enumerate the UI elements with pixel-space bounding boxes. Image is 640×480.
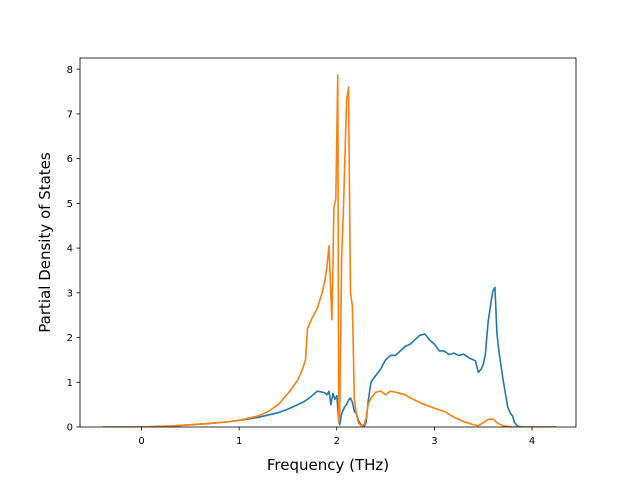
y-tick-label: 6 — [67, 154, 73, 165]
series-line-2 — [102, 74, 557, 427]
x-tick-label: 3 — [431, 436, 437, 447]
ticks-layer: 0 1 2 3 4 0 1 2 3 4 5 6 7 8 — [67, 65, 536, 447]
y-tick-label: 1 — [67, 378, 73, 389]
y-tick-label: 0 — [67, 423, 73, 434]
y-tick-label: 5 — [67, 199, 73, 210]
plot-frame — [79, 57, 577, 428]
x-tick-label: 1 — [236, 436, 242, 447]
x-axis-label: Frequency (THz) — [267, 456, 389, 474]
y-tick-label: 8 — [67, 65, 73, 76]
y-axis-label: Partial Density of States — [36, 152, 54, 333]
y-tick-label: 3 — [67, 288, 73, 299]
y-tick-label: 7 — [67, 110, 73, 121]
x-tick-label: 0 — [138, 436, 144, 447]
y-tick-label: 2 — [67, 333, 73, 344]
series-layer — [102, 74, 557, 427]
y-tick-label: 4 — [67, 244, 73, 255]
x-tick-label: 4 — [529, 436, 535, 447]
series-line-1 — [102, 286, 557, 427]
x-tick-label: 2 — [334, 436, 340, 447]
